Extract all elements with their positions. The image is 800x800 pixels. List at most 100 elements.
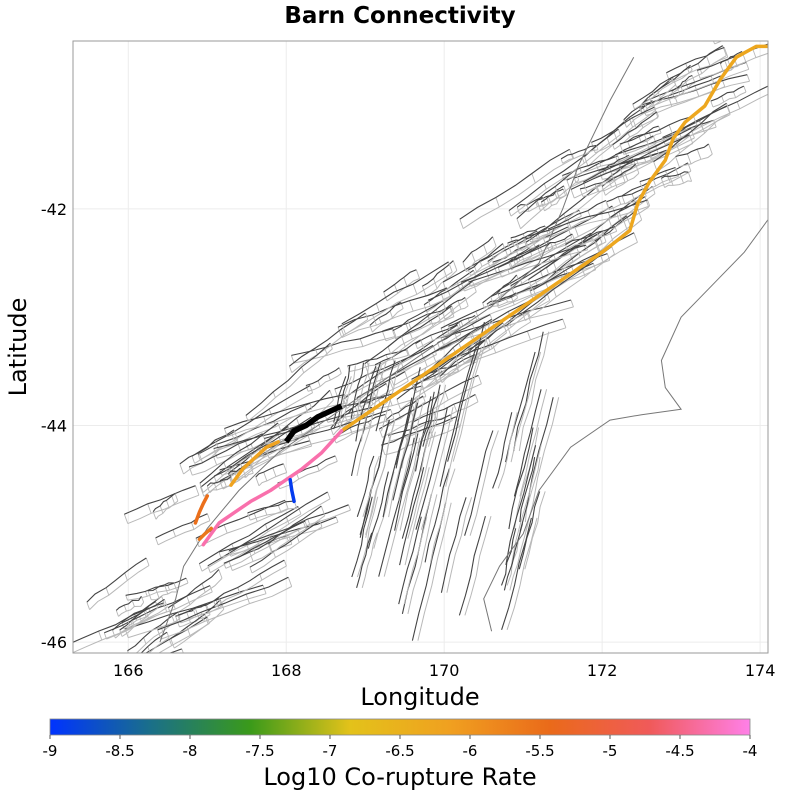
fault-trace bbox=[560, 144, 597, 160]
fault-rung bbox=[396, 399, 401, 410]
fault-outline bbox=[227, 402, 348, 438]
fault-outline bbox=[89, 565, 150, 610]
fault-rung bbox=[554, 242, 558, 249]
fault-rung bbox=[245, 415, 249, 422]
fault-outline bbox=[524, 491, 546, 570]
fault-rung bbox=[191, 456, 196, 464]
fault-rung bbox=[631, 193, 636, 202]
fault-rung bbox=[164, 599, 168, 608]
fault-outline bbox=[466, 245, 497, 273]
fault-trace bbox=[675, 143, 709, 158]
fault-rung bbox=[455, 364, 459, 372]
fault-trace bbox=[518, 491, 541, 570]
fault-trace bbox=[247, 500, 295, 514]
fault-rung bbox=[531, 173, 536, 184]
fault-trace bbox=[565, 225, 616, 245]
fault-rung bbox=[467, 280, 471, 287]
fault-rung bbox=[166, 500, 170, 509]
fault-outline bbox=[407, 431, 436, 539]
x-tick-label: 170 bbox=[429, 661, 460, 680]
fault-trace bbox=[347, 349, 407, 367]
fault-map bbox=[73, 41, 768, 667]
fault-outline bbox=[121, 607, 159, 637]
fault-trace bbox=[612, 111, 658, 146]
fault-rung bbox=[263, 507, 268, 516]
fault-rung bbox=[678, 132, 683, 140]
fault-rung bbox=[674, 96, 678, 104]
fault-trace bbox=[394, 433, 419, 531]
fault-trace bbox=[661, 171, 689, 179]
fault-rung bbox=[637, 208, 643, 220]
fault-rung bbox=[621, 174, 626, 183]
fault-trace bbox=[191, 385, 311, 457]
fault-trace bbox=[591, 106, 655, 143]
fault-rung bbox=[383, 291, 388, 301]
fault-rung bbox=[186, 611, 191, 623]
fault-rung bbox=[446, 329, 450, 335]
fault-outline bbox=[373, 471, 395, 549]
fault-rung bbox=[348, 504, 351, 511]
fault-outline bbox=[251, 526, 323, 574]
fault-rung bbox=[596, 145, 599, 150]
fault-outline bbox=[307, 373, 342, 392]
fault-rung bbox=[327, 374, 331, 381]
fault-outline bbox=[368, 291, 477, 375]
fault-rung bbox=[686, 153, 692, 165]
fault-rung bbox=[171, 494, 176, 505]
fault-rung bbox=[147, 606, 152, 614]
fault-trace bbox=[104, 585, 211, 634]
fault-rung bbox=[389, 379, 394, 390]
fault-trace bbox=[632, 64, 691, 105]
fault-outline bbox=[118, 602, 145, 617]
fault-rung bbox=[462, 262, 467, 272]
fault-rung bbox=[440, 291, 444, 300]
fault-rung bbox=[522, 237, 528, 248]
fault-outline bbox=[519, 389, 548, 497]
fault-trace bbox=[124, 485, 196, 515]
fault-rung bbox=[233, 429, 239, 441]
fault-outline bbox=[250, 507, 297, 521]
fault-rung bbox=[464, 297, 469, 307]
fault-rung bbox=[199, 483, 204, 493]
fault-rung bbox=[425, 310, 430, 319]
fault-rung bbox=[662, 137, 666, 145]
fault-outline bbox=[586, 137, 695, 193]
fault-rung bbox=[492, 261, 498, 273]
y-tick-label: -46 bbox=[41, 633, 67, 652]
fault-rung bbox=[516, 274, 520, 282]
fault-rung bbox=[632, 104, 635, 110]
fault-rung bbox=[237, 443, 242, 453]
fault-rung bbox=[421, 286, 427, 297]
fault-outline bbox=[497, 412, 518, 489]
fault-rung bbox=[606, 253, 611, 261]
fault-rung bbox=[263, 438, 267, 445]
fault-trace bbox=[112, 598, 165, 631]
fault-rung bbox=[307, 518, 311, 525]
fault-trace bbox=[145, 655, 170, 667]
fault-outline bbox=[700, 52, 768, 79]
fault-rung bbox=[543, 183, 547, 190]
fault-rung bbox=[172, 529, 176, 537]
fault-trace bbox=[411, 339, 487, 384]
colorbar-tick-label: -5.5 bbox=[525, 742, 554, 760]
fault-outline bbox=[160, 586, 292, 640]
fault-rung bbox=[244, 440, 250, 451]
fault-outline bbox=[510, 351, 542, 463]
fault-rung bbox=[207, 565, 211, 573]
fault-rung bbox=[670, 77, 674, 83]
fault-outline bbox=[371, 308, 404, 333]
fault-outline bbox=[642, 175, 679, 191]
fault-rung bbox=[316, 465, 320, 472]
fault-trace bbox=[482, 232, 592, 304]
colorbar-tick-label: -4.5 bbox=[665, 742, 694, 760]
fault-rung bbox=[123, 514, 129, 524]
fault-outline bbox=[400, 397, 418, 465]
fault-outline bbox=[403, 516, 428, 605]
fault-rung bbox=[508, 210, 512, 217]
fault-trace bbox=[606, 188, 644, 203]
fault-rung bbox=[200, 487, 205, 497]
fault-trace bbox=[501, 517, 532, 630]
fault-outline bbox=[209, 482, 234, 494]
fault-rung bbox=[693, 116, 698, 127]
fault-rung bbox=[436, 368, 442, 379]
